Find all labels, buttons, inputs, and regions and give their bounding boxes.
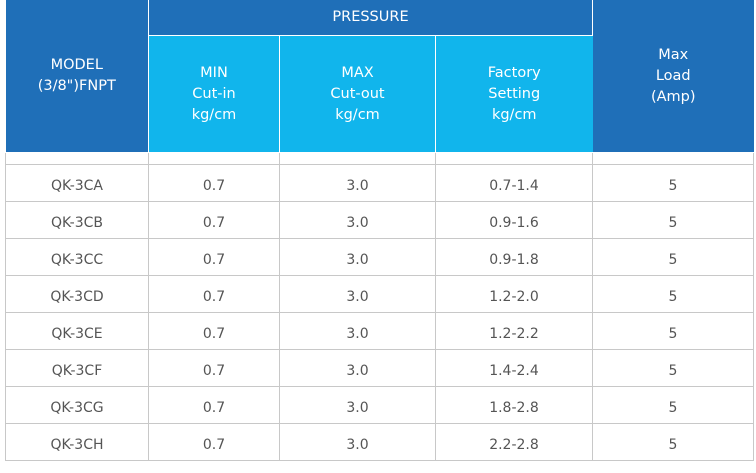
factory-setting-cell: 0.9-1.6	[435, 201, 593, 239]
load-header-line-3: (Amp)	[650, 88, 696, 105]
load-header-line-1: Max	[658, 46, 689, 63]
model-cell: QK-3CG	[5, 386, 149, 424]
max-header-line-1: MAX	[341, 64, 374, 81]
factory-setting-cell: 2.2-2.8	[435, 423, 593, 461]
factory-setting-cell: 0.9-1.8	[435, 238, 593, 276]
model-cell: QK-3CB	[5, 201, 149, 239]
factory-setting-cell: 1.4-2.4	[435, 349, 593, 387]
max-load-cell: 5	[592, 164, 754, 202]
model-cell: QK-3CF	[5, 349, 149, 387]
min-cell: 0.7	[148, 275, 280, 313]
max-load-cell: 5	[592, 423, 754, 461]
spacer-cell	[279, 152, 436, 165]
spec-table-container: MODEL (3/8")FNPT PRESSURE Max Load (Amp)…	[5, 0, 754, 473]
header-spacer-row	[5, 152, 754, 165]
model-cell: QK-3CC	[5, 238, 149, 276]
model-cell: QK-3CH	[5, 423, 149, 461]
spec-table-body: QK-3CA 0.7 3.0 0.7-1.4 5 QK-3CB 0.7 3.0 …	[5, 152, 754, 461]
max-cell: 3.0	[279, 238, 436, 276]
model-cell: QK-3CD	[5, 275, 149, 313]
table-row: QK-3CA 0.7 3.0 0.7-1.4 5	[5, 164, 754, 202]
min-header-line-3: kg/cm	[191, 106, 237, 123]
spacer-cell	[435, 152, 593, 165]
max-header-line-3: kg/cm	[335, 106, 380, 123]
max-cell: 3.0	[279, 275, 436, 313]
factory-header-line-1: Factory	[487, 64, 541, 81]
min-cell: 0.7	[148, 201, 280, 239]
spacer-cell	[148, 152, 280, 165]
max-cell: 3.0	[279, 349, 436, 387]
max-cell: 3.0	[279, 164, 436, 202]
max-load-cell: 5	[592, 238, 754, 276]
model-cell: QK-3CA	[5, 164, 149, 202]
min-cell: 0.7	[148, 386, 280, 424]
factory-setting-cell: 1.8-2.8	[435, 386, 593, 424]
max-cut-out-header: MAX Cut-out kg/cm	[279, 35, 436, 153]
min-header-line-2: Cut-in	[192, 85, 236, 102]
model-header-line-2: (3/8")FNPT	[37, 78, 116, 94]
factory-setting-cell: 1.2-2.2	[435, 312, 593, 350]
min-cell: 0.7	[148, 312, 280, 350]
min-cell: 0.7	[148, 238, 280, 276]
max-load-column-header: Max Load (Amp)	[592, 0, 754, 153]
spacer-cell	[592, 152, 754, 165]
max-cell: 3.0	[279, 386, 436, 424]
min-header-line-1: MIN	[200, 64, 228, 81]
min-cell: 0.7	[148, 423, 280, 461]
table-row: QK-3CD 0.7 3.0 1.2-2.0 5	[5, 275, 754, 313]
table-row: QK-3CH 0.7 3.0 2.2-2.8 5	[5, 423, 754, 461]
min-cell: 0.7	[148, 349, 280, 387]
max-load-cell: 5	[592, 349, 754, 387]
pressure-group-header: PRESSURE	[148, 0, 593, 36]
table-row: QK-3CF 0.7 3.0 1.4-2.4 5	[5, 349, 754, 387]
pressure-switch-spec-table: MODEL (3/8")FNPT PRESSURE Max Load (Amp)…	[5, 0, 754, 461]
factory-setting-cell: 0.7-1.4	[435, 164, 593, 202]
table-row: QK-3CG 0.7 3.0 1.8-2.8 5	[5, 386, 754, 424]
max-load-cell: 5	[592, 201, 754, 239]
min-cut-in-header: MIN Cut-in kg/cm	[148, 35, 280, 153]
table-row: QK-3CB 0.7 3.0 0.9-1.6 5	[5, 201, 754, 239]
max-header-line-2: Cut-out	[330, 85, 385, 102]
max-load-cell: 5	[592, 312, 754, 350]
max-load-cell: 5	[592, 386, 754, 424]
model-column-header: MODEL (3/8")FNPT	[5, 0, 149, 153]
model-cell: QK-3CE	[5, 312, 149, 350]
factory-setting-header: Factory Setting kg/cm	[435, 35, 593, 153]
max-cell: 3.0	[279, 423, 436, 461]
factory-header-line-3: kg/cm	[491, 106, 537, 123]
spacer-cell	[5, 152, 149, 165]
factory-setting-cell: 1.2-2.0	[435, 275, 593, 313]
max-cell: 3.0	[279, 312, 436, 350]
table-row: QK-3CE 0.7 3.0 1.2-2.2 5	[5, 312, 754, 350]
table-row: QK-3CC 0.7 3.0 0.9-1.8 5	[5, 238, 754, 276]
model-header-line-1: MODEL	[50, 57, 103, 73]
factory-header-line-2: Setting	[488, 85, 541, 102]
max-load-cell: 5	[592, 275, 754, 313]
max-cell: 3.0	[279, 201, 436, 239]
load-header-line-2: Load	[655, 67, 691, 84]
min-cell: 0.7	[148, 164, 280, 202]
